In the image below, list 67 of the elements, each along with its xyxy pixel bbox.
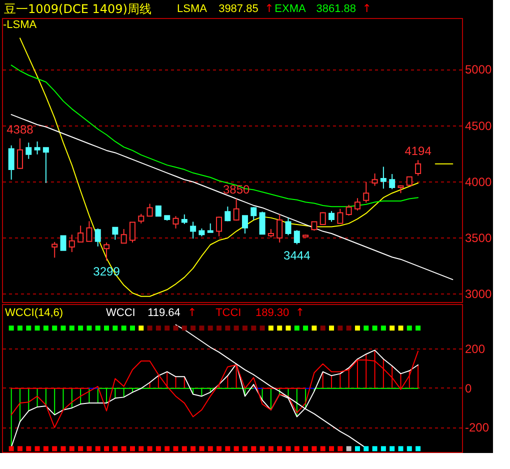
text: ↑ [264, 2, 274, 15]
annotation: -LSMA [3, 19, 38, 31]
y-tick-label: 4000 [465, 174, 492, 189]
candlestick [276, 214, 283, 244]
candlestick [78, 225, 84, 242]
y-tick-label: 200 [465, 342, 486, 356]
annotation: 3850 [222, 182, 250, 197]
annotation: ↑ [187, 306, 197, 319]
candlestick [172, 216, 179, 229]
candlestick [26, 142, 32, 160]
chart-title: WCCI(14,6) [5, 307, 64, 319]
chart-title: 豆一1009(DCE 1409)周线 [4, 2, 152, 16]
text: 3987.85 [218, 3, 258, 15]
candlestick [86, 220, 92, 242]
candlestick [68, 234, 75, 253]
y-tick-label: 4500 [465, 118, 492, 133]
text: LSMA [177, 3, 208, 15]
candlestick [181, 214, 188, 224]
candlestick [242, 215, 248, 234]
candlestick [120, 228, 127, 244]
candlestick [233, 198, 240, 222]
line-series [10, 350, 419, 428]
y-tick-label: 3000 [465, 287, 492, 302]
candlestick [146, 203, 153, 217]
annotation: 4388 [6, 122, 34, 136]
candlestick [294, 230, 300, 245]
candlestick [8, 144, 14, 180]
candlestick [190, 221, 196, 240]
text: ↑ [362, 2, 372, 15]
candlestick [42, 147, 49, 184]
y-tick-label: 0 [465, 381, 472, 396]
candlestick [346, 204, 352, 216]
candlestick [94, 228, 101, 247]
annotation: ↑ [295, 306, 305, 319]
candlestick [320, 212, 326, 226]
candlestick [34, 140, 40, 155]
candlestick [52, 241, 58, 258]
candlestick [104, 242, 110, 262]
candlestick [389, 174, 396, 190]
candlestick [138, 213, 144, 224]
annotation: 3444 [284, 248, 311, 262]
candlestick [285, 217, 292, 236]
candlestick [337, 208, 344, 224]
candlestick [415, 160, 422, 176]
text: WCCI [106, 307, 136, 319]
candlestick [250, 206, 257, 221]
annotation: 4194 [404, 144, 432, 158]
candlestick [372, 172, 378, 186]
text: EXMA [274, 3, 307, 15]
text: 3861.88 [316, 3, 356, 15]
y-tick-label: 5000 [465, 62, 492, 77]
candlestick [380, 166, 386, 190]
candlestick [363, 181, 370, 204]
y-tick-label: -200 [465, 420, 490, 435]
candlestick [129, 222, 136, 244]
candlestick [112, 226, 118, 240]
text: TCCI [216, 307, 242, 319]
candlestick [224, 206, 231, 222]
candlestick [216, 216, 222, 237]
candlestick [60, 235, 66, 251]
y-tick-label: 3500 [465, 231, 492, 246]
candlestick [354, 198, 360, 212]
annotation: 189.30 [255, 307, 290, 319]
annotation: 119.64 [148, 307, 180, 319]
candlestick [328, 210, 335, 222]
candlestick [259, 211, 266, 235]
candlestick [16, 138, 23, 170]
